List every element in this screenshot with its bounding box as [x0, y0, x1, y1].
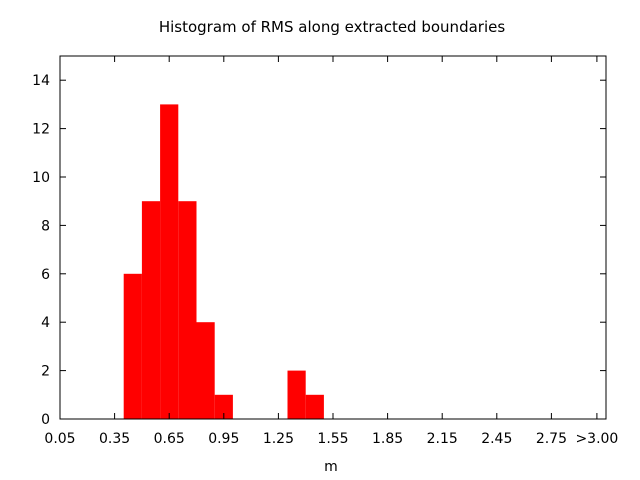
bar-7: [305, 394, 324, 419]
y-tick-label: 10: [32, 170, 50, 186]
y-axis-ticks: 0 2 4 6 8 10 12 14: [32, 73, 606, 428]
x-tick-label: 0.05: [44, 431, 75, 447]
x-tick-label: 1.85: [372, 431, 403, 447]
bars-group: [123, 104, 324, 420]
x-axis-label: m: [324, 459, 338, 475]
y-tick-label: 6: [41, 267, 50, 283]
y-tick-label: 14: [32, 73, 50, 89]
y-tick-label: 2: [41, 364, 50, 380]
bar-6: [287, 370, 306, 419]
y-tick-label: 0: [41, 412, 50, 428]
y-tick-label: 12: [32, 122, 50, 138]
x-axis-ticks: 0.05 0.35 0.65 0.95 1.25 1.55 1.85 2.15 2.45 2.75…: [44, 56, 618, 447]
chart-title: Histogram of RMS along extracted boundar…: [159, 18, 506, 36]
x-tick-label: >3.00: [575, 431, 618, 447]
bar-5: [214, 394, 233, 419]
y-tick-label: 8: [41, 218, 50, 234]
bar-0: [123, 273, 142, 419]
x-tick-label: 2.15: [427, 431, 458, 447]
x-tick-label: 1.55: [317, 431, 348, 447]
bar-3: [178, 201, 197, 419]
x-tick-label: 2.75: [536, 431, 567, 447]
bar-2: [160, 104, 179, 420]
bar-1: [141, 201, 161, 419]
x-tick-label: 2.45: [481, 431, 512, 447]
bar-4: [196, 322, 215, 419]
x-tick-label: 1.25: [263, 431, 294, 447]
x-tick-label: 0.35: [99, 431, 130, 447]
x-tick-label: 0.95: [208, 431, 239, 447]
y-tick-label: 4: [41, 315, 50, 331]
x-tick-label: 0.65: [154, 431, 185, 447]
